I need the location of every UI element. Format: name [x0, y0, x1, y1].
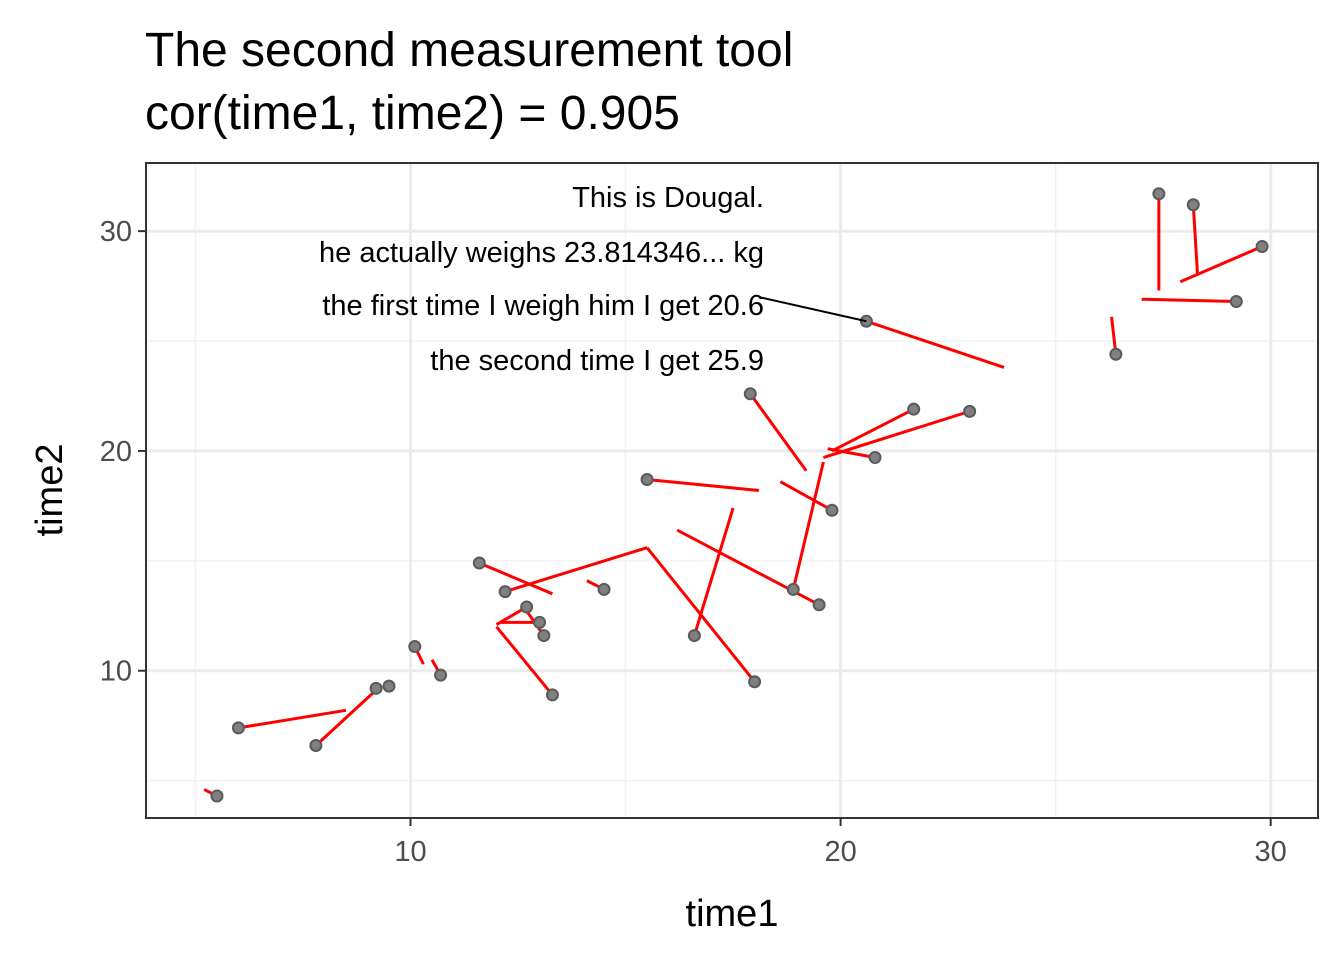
annotation-leader-line	[758, 296, 867, 323]
data-point-13	[597, 582, 611, 596]
error-segment-24	[822, 409, 971, 459]
data-point-9	[520, 600, 534, 614]
y-axis-title: time2	[29, 444, 71, 537]
error-segment-2	[314, 685, 382, 747]
plot-panel-border	[145, 162, 1319, 819]
dougal-annotation: This is Dougal. he actually weighs 23.81…	[319, 182, 867, 377]
data-point-23	[907, 402, 921, 416]
annotation-line-2: he actually weighs 23.814346... kg	[319, 237, 764, 269]
error-segment-29	[1179, 245, 1263, 284]
y-tick-label-2: 30	[100, 216, 132, 248]
data-point-24	[963, 404, 977, 418]
error-segment-18	[791, 461, 825, 590]
axis-ticks: 10 20 30 10 20 30	[100, 216, 1287, 868]
data-point-6	[434, 668, 448, 682]
data-point-29	[1255, 240, 1269, 254]
data-point-2	[309, 738, 323, 752]
error-segment-8	[504, 546, 648, 594]
data-point-10	[533, 615, 547, 629]
data-point-14	[640, 473, 654, 487]
error-segment-17	[749, 392, 808, 472]
data-point-3	[369, 681, 383, 695]
data-point-0	[210, 789, 224, 803]
error-segment-20	[779, 480, 833, 512]
error-segment-21	[865, 319, 1005, 369]
data-point-7	[472, 556, 486, 570]
data-point-4	[382, 679, 396, 693]
data-point-22	[868, 451, 882, 465]
annotation-line-1: This is Dougal.	[572, 182, 764, 214]
error-segment-23	[831, 407, 915, 453]
annotation-line-3: the first time I weigh him I get 20.6	[322, 290, 764, 322]
grid-lines	[146, 163, 1318, 818]
y-tick-label-1: 20	[100, 436, 132, 468]
y-tick-label-0: 10	[100, 656, 132, 688]
data-points	[210, 187, 1269, 803]
plot-panel-background	[146, 163, 1318, 818]
data-point-16	[748, 675, 762, 689]
data-point-15	[687, 629, 701, 643]
data-point-11	[537, 629, 551, 643]
data-point-25	[1109, 347, 1123, 361]
data-point-27	[1186, 198, 1200, 212]
error-segment-1	[238, 708, 347, 730]
data-point-17	[743, 387, 757, 401]
data-point-28	[1229, 294, 1243, 308]
data-point-18	[786, 582, 800, 596]
data-point-12	[545, 688, 559, 702]
data-point-5	[408, 640, 422, 654]
error-segment-14	[646, 478, 760, 492]
data-point-1	[231, 721, 245, 735]
chart-title-line-2: cor(time1, time2) = 0.905	[145, 87, 680, 140]
data-point-26	[1152, 187, 1166, 201]
x-axis-title: time1	[686, 893, 779, 935]
data-point-20	[825, 503, 839, 517]
x-tick-label-2: 30	[1255, 836, 1287, 868]
error-segment-7	[478, 561, 554, 596]
error-segment-27	[1191, 204, 1200, 276]
data-point-19	[812, 598, 826, 612]
error-segment-28	[1141, 297, 1237, 303]
x-tick-label-0: 10	[394, 836, 426, 868]
x-tick-label-1: 20	[824, 836, 856, 868]
annotation-line-4: the second time I get 25.9	[430, 345, 764, 377]
error-segment-16	[645, 546, 756, 683]
error-segment-12	[495, 625, 554, 696]
measurement-error-segments	[203, 193, 1263, 798]
data-point-8	[498, 585, 512, 599]
chart-title-line-1: The second measurement tool	[145, 24, 793, 77]
